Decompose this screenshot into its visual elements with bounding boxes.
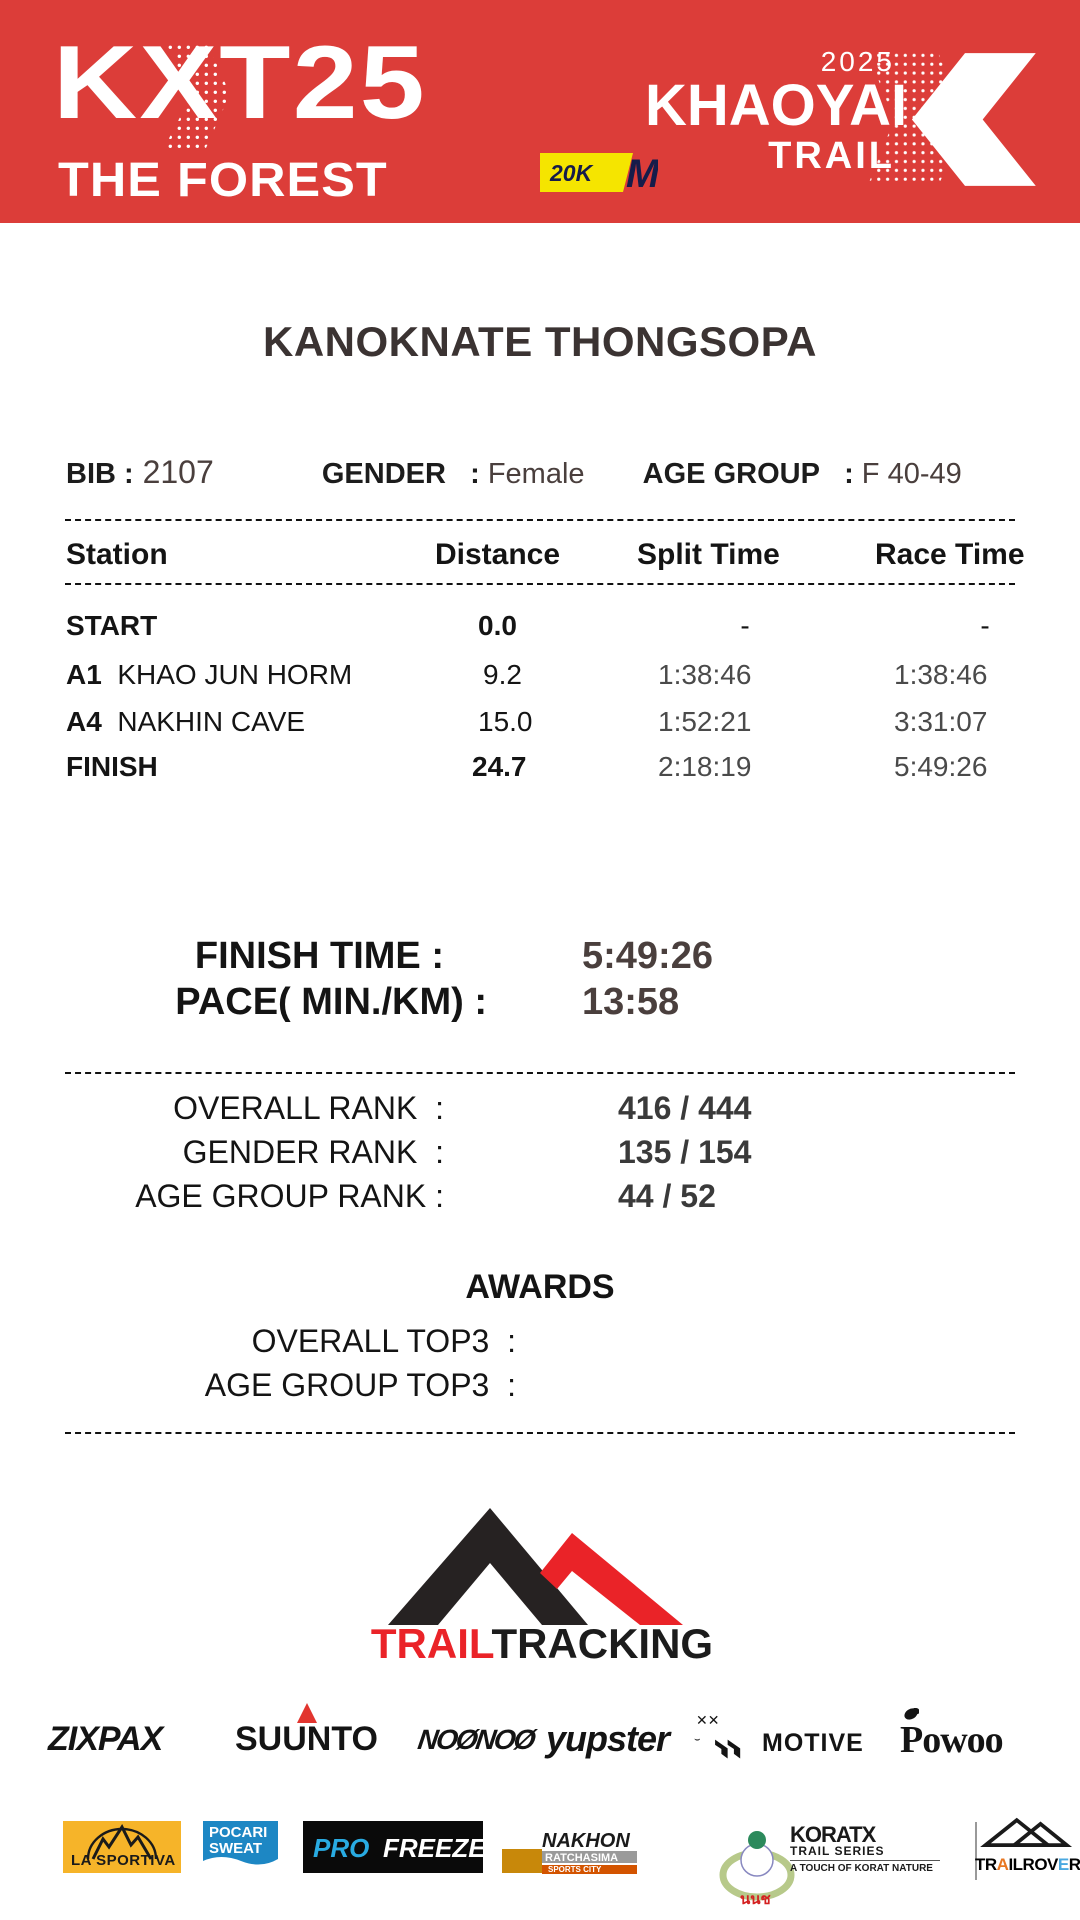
svg-text:NAKHON: NAKHON (542, 1830, 630, 1852)
svg-text:RATCHASIMA: RATCHASIMA (545, 1852, 618, 1864)
svg-text:นนช: นนช (740, 1891, 771, 1908)
svg-text:20K: 20K (549, 160, 594, 186)
svg-text:SPORTS CITY: SPORTS CITY (548, 1865, 602, 1874)
